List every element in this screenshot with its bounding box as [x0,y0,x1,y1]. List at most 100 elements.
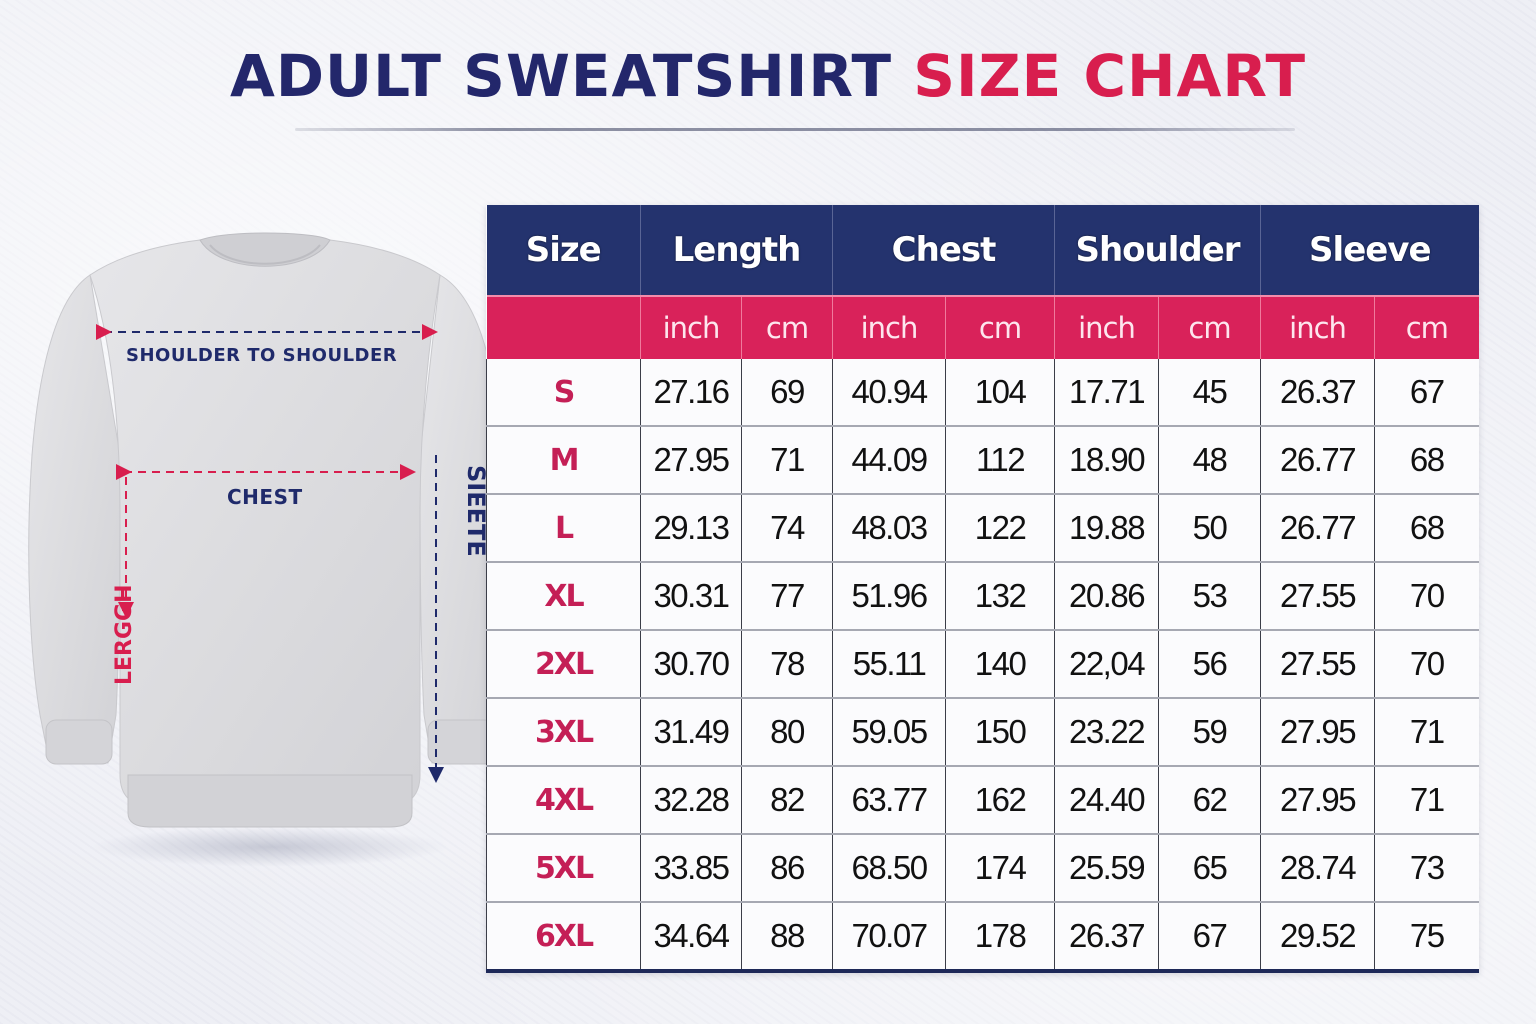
sleeve-cm-cell: 75 [1409,917,1445,954]
sleeve-cm-cell: 68 [1374,426,1479,495]
garment-shadow [90,827,450,867]
sweatshirt-icon [28,232,508,828]
length-inch-cell: 30.70 [640,630,742,699]
size-cell: 5XL [486,834,641,903]
chest-cm-cell: 162 [945,766,1056,835]
shoulder-cm-cell: 62 [1158,766,1262,835]
sleeve-inch-cell: 26.77 [1260,494,1376,563]
sleeve-cm-cell: 73 [1374,834,1479,903]
shoulder-cm-cell: 48 [1158,426,1262,495]
size-cell: M [486,426,641,495]
length-cm-cell: 71 [741,426,834,495]
sleeve-inch-cell: 27.55 [1260,630,1376,699]
size-chart-table: Size Length Chest Shoulder Sleeve inch c… [486,205,1479,973]
length-cm-cell: 80 [741,698,834,767]
page-title: ADULT SWEATSHIRT SIZE CHART [0,40,1536,112]
length-inch-cell: 29.13 [640,494,742,563]
sleeve-cm-cell: 68 [1374,494,1479,563]
size-cell: XL [486,562,641,631]
sleeve-inch-cell: 27.55 [1260,562,1376,631]
shoulder-to-shoulder-label: SHOULDER TO SHOULDER [126,345,398,366]
sleeve-inch-cell: 28.74 [1260,834,1376,903]
title-part-size-chart: SIZE CHART [913,42,1307,110]
chest-cm-cell: 178 [945,902,1056,971]
unit-chest-inch: inch [832,295,947,359]
chest-label: CHEST [227,485,303,509]
length-cm-cell: 86 [741,834,834,903]
header-chest: Chest [832,205,1056,296]
length-cm-cell: 78 [741,630,834,699]
header-length: Length [640,205,834,296]
sleeve-cm-cell: 71 [1374,698,1479,767]
length-inch-cell: 34.64 [640,902,742,971]
table-row: 4XL 32.28 82 63.77 162 24.40 62 27.95 71 [486,766,1479,835]
shoulder-cm-cell: 59 [1158,698,1262,767]
shoulder-inch-cell: 22,04 [1054,630,1160,699]
shoulder-cm-cell: 53 [1158,562,1262,631]
table-header-row: Size Length Chest Shoulder Sleeve [486,205,1479,296]
table-row: XL 30.31 77 51.96 132 20.86 53 27.55 70 [486,562,1479,631]
shoulder-cm-cell: 50 [1158,494,1262,563]
shoulder-inch-cell: 26.37 [1054,902,1160,971]
table-row: 2XL 30.70 78 55.11 140 22,04 56 27.55 70 [486,630,1479,699]
chest-cm-cell: 122 [945,494,1056,563]
unit-chest-cm: cm [945,295,1056,359]
chest-inch-cell: 44.09 [832,426,947,495]
chest-cm-cell: 174 [945,834,1056,903]
length-cm-cell: 88 [741,902,834,971]
shoulder-inch-cell: 20.86 [1054,562,1160,631]
shoulder-inch-cell: 24.40 [1054,766,1160,835]
unit-shoulder-inch: inch [1054,295,1160,359]
chest-inch-cell: 59.05 [832,698,947,767]
unit-sleeve-cm: cm [1374,295,1479,359]
shoulder-cm-cell: 65 [1158,834,1262,903]
length-inch-cell: 33.85 [640,834,742,903]
chest-inch-cell: 70.07 [832,902,947,971]
chest-cm-cell: 150 [945,698,1056,767]
shoulder-inch-cell: 19.88 [1054,494,1160,563]
chest-inch-cell: 55.11 [832,630,947,699]
title-divider [295,128,1295,131]
length-cm-cell: 82 [741,766,834,835]
chest-inch-cell: 40.94 [832,359,947,427]
sleeve-inch-cell: 26.77 [1260,426,1376,495]
title-part-adult-sweatshirt: ADULT SWEATSHIRT [229,42,893,110]
length-inch-cell: 27.95 [640,426,742,495]
shoulder-inch-cell: 17.71 [1054,359,1160,427]
size-cell: 4XL [486,766,641,835]
sleeve-cm-cell: 67 [1374,359,1479,427]
length-inch-cell: 31.49 [640,698,742,767]
size-cell: 3XL [486,698,641,767]
unit-length-cm: cm [741,295,834,359]
shoulder-cm-cell: 67 [1158,902,1262,971]
shoulder-inch-cell: 18.90 [1054,426,1160,495]
header-shoulder: Shoulder [1054,205,1262,296]
length-label: LERGGH [112,584,137,685]
unit-length-inch: inch [640,295,742,359]
chest-inch-cell: 63.77 [832,766,947,835]
shoulder-inch-cell: 23.22 [1054,698,1160,767]
length-cm-cell: 77 [741,562,834,631]
table-row: 3XL 31.49 80 59.05 150 23.22 59 27.95 71 [486,698,1479,767]
sweatshirt-illustration: SHOULDER TO SHOULDER CHEST LERGGH SIEETE [20,215,520,895]
chest-inch-cell: 48.03 [832,494,947,563]
sleeve-cm-cell: 71 [1374,766,1479,835]
shoulder-cm-cell: 45 [1158,359,1262,427]
shoulder-cm-cell: 56 [1158,630,1262,699]
size-cell: L [486,494,641,563]
chest-cm-cell: 104 [945,359,1056,427]
table-row: 5XL 33.85 86 68.50 174 25.59 65 28.74 73 [486,834,1479,903]
header-size: Size [486,205,641,296]
chest-cm-cell: 112 [945,426,1056,495]
chest-inch-cell: 68.50 [832,834,947,903]
table-unit-row: inch cm inch cm inch cm inch cm [486,295,1479,359]
unit-shoulder-cm: cm [1158,295,1262,359]
size-cell: S [486,359,641,427]
chest-inch-cell: 51.96 [832,562,947,631]
length-inch-cell: 32.28 [640,766,742,835]
length-inch-cell: 27.16 [640,359,742,427]
length-cm-cell: 69 [741,359,834,427]
size-cell: 6XL [486,902,641,971]
length-cm-cell: 74 [741,494,834,563]
sleeve-inch-cell: 27.95 [1260,766,1376,835]
